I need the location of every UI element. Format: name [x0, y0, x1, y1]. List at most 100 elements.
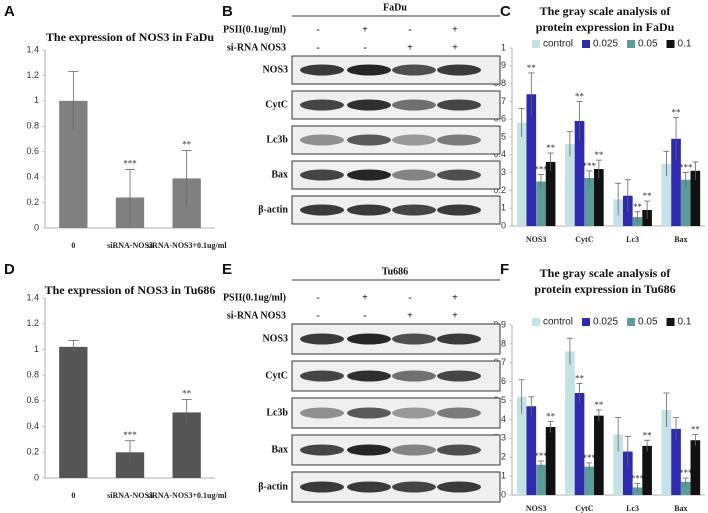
y-tick-label: 1: [34, 344, 39, 354]
bar: [622, 451, 633, 495]
legend-label: control: [543, 317, 573, 328]
y-tick-label: 0.8: [26, 121, 39, 131]
significance: **: [182, 140, 192, 150]
significance: **: [594, 400, 604, 410]
blot-band: [300, 64, 344, 76]
x-tick-label: CytC: [575, 504, 593, 513]
significance: ***: [123, 430, 137, 440]
y-tick-label: 1: [34, 95, 39, 105]
x-tick-label: siRNA-NOS3+0.1ug/ml: [147, 241, 228, 250]
blot-band: [300, 169, 344, 181]
condition-label: PSII(0.1ug/ml): [223, 292, 286, 303]
blot-band: [392, 333, 436, 345]
panel-label: A: [4, 3, 15, 20]
bar: [584, 466, 595, 495]
bar: [574, 393, 585, 495]
blot-band: [300, 204, 344, 216]
blot-band: [392, 169, 436, 181]
y-tick-label: 0.6: [26, 146, 39, 156]
bar: [680, 481, 691, 495]
significance: ***: [582, 453, 596, 463]
y-tick-label: 0: [34, 472, 39, 482]
bar: [680, 179, 691, 226]
bar: [565, 144, 575, 226]
chart-title: The gray scale analysis of: [540, 4, 672, 18]
bar: [642, 445, 652, 495]
condition-sign: -: [408, 292, 411, 303]
blot-band: [437, 134, 481, 146]
significance: **: [594, 150, 604, 160]
x-tick-label: Bax: [674, 235, 687, 244]
x-tick-label: siRNA-NOS3: [107, 241, 153, 250]
blot-band: [392, 64, 436, 76]
legend-label: 0.1: [678, 39, 692, 50]
blot-band: [300, 407, 344, 419]
y-tick-label: 1.2: [26, 70, 39, 80]
blot-row-label: Lc3b: [266, 134, 288, 145]
bar: [59, 346, 88, 478]
y-tick-label: 0.6: [26, 395, 39, 405]
condition-sign: +: [452, 310, 458, 321]
blot-row-label: NOS3: [262, 64, 288, 75]
condition-sign: +: [407, 310, 413, 321]
bar: [671, 428, 681, 495]
legend-swatch: [666, 318, 675, 326]
bar: [690, 170, 701, 226]
legend-swatch: [532, 40, 540, 48]
blot-band: [392, 444, 436, 456]
blot-band: [437, 333, 481, 345]
bar: [536, 464, 546, 495]
legend-swatch: [582, 318, 591, 326]
y-tick-label: 0.8: [26, 370, 39, 380]
blot-band: [300, 370, 344, 382]
significance: **: [182, 389, 192, 399]
blot-band: [392, 134, 436, 146]
significance: **: [575, 91, 585, 101]
blot-band: [347, 444, 391, 456]
bar: [584, 177, 595, 226]
panel-label: B: [222, 3, 233, 20]
bar: [661, 410, 672, 495]
blot-band: [437, 169, 481, 181]
y-tick-label: 1.4: [26, 44, 39, 54]
x-tick-label: NOS3: [526, 235, 546, 244]
blot-band: [300, 99, 344, 111]
blot-band: [347, 333, 391, 345]
chart-title: protein expression in Tu686: [534, 282, 675, 296]
bar: [661, 163, 672, 226]
bar: [565, 351, 575, 495]
blot-band: [437, 64, 481, 76]
bar: [671, 138, 681, 226]
x-tick-label: Lc3: [626, 235, 639, 244]
bar: [526, 406, 537, 495]
significance: ***: [679, 468, 693, 478]
significance: ***: [631, 474, 645, 484]
y-tick-label: 0.4: [26, 421, 39, 431]
blot-band: [347, 99, 391, 111]
condition-sign: +: [407, 42, 413, 53]
blot-band: [347, 481, 391, 493]
y-tick-label: 0.2: [493, 185, 506, 195]
legend-swatch: [532, 318, 540, 326]
significance: **: [546, 143, 556, 153]
blot-band: [300, 481, 344, 493]
legend-swatch: [627, 40, 636, 48]
condition-sign: +: [452, 24, 458, 35]
significance: **: [546, 411, 556, 421]
blot-row-label: β-actin: [258, 481, 288, 492]
panel-label: E: [222, 261, 232, 278]
blot-band: [392, 481, 436, 493]
y-tick-label: 1.4: [26, 292, 39, 302]
blot-band: [347, 407, 391, 419]
chart-title: protein expression in FaDu: [536, 20, 675, 34]
condition-sign: -: [316, 24, 319, 35]
blot-band: [347, 169, 391, 181]
legend-label: 0.1: [678, 317, 692, 328]
condition-label: si-RNA NOS3: [227, 310, 286, 321]
blot-band: [437, 407, 481, 419]
legend-label: 0.025: [593, 39, 618, 50]
significance: **: [691, 425, 701, 435]
condition-sign: -: [316, 292, 319, 303]
blot-row-label: CytC: [265, 370, 288, 381]
